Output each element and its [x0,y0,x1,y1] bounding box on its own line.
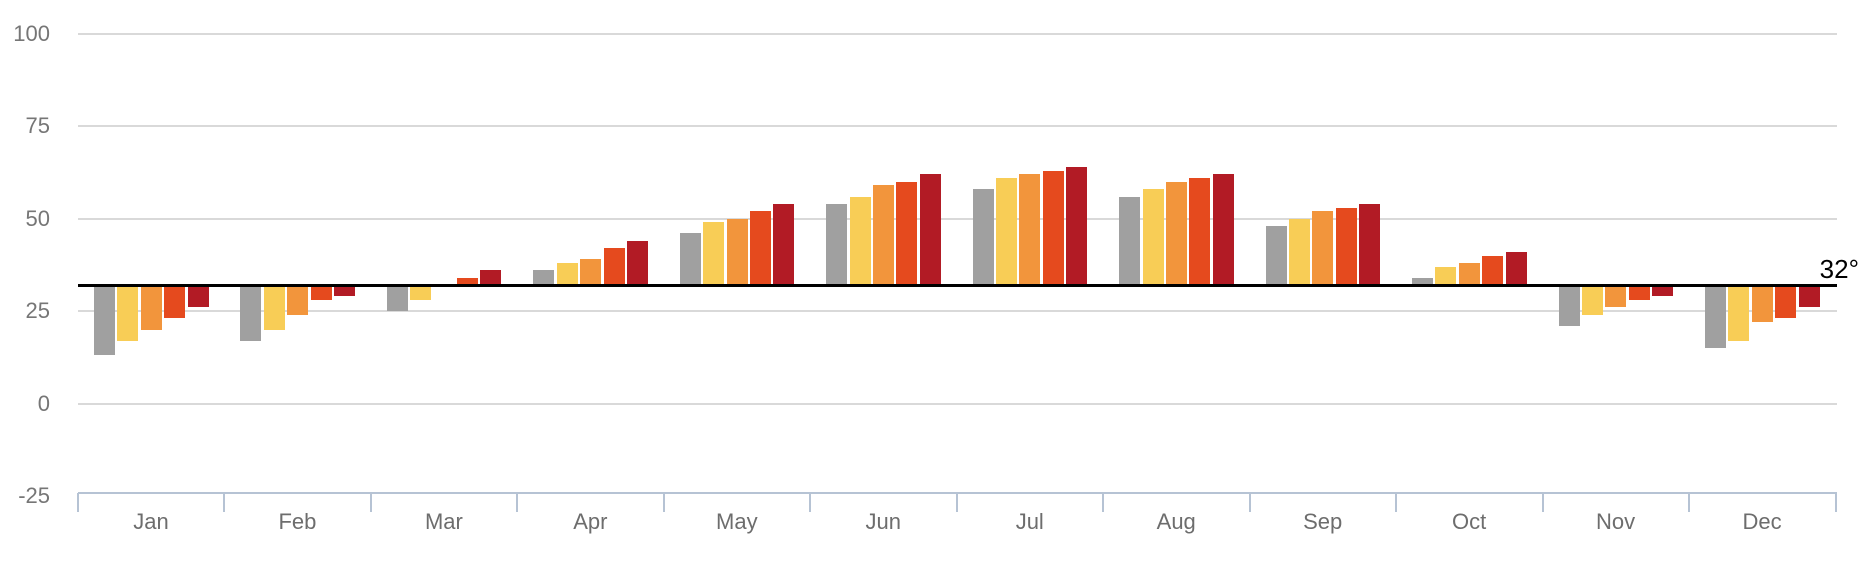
bar-jan-series-1-gray [93,285,115,356]
bar-jul-series-2-yellow [996,178,1018,286]
bar-feb-series-4-red [310,285,332,300]
bar-oct-series-2-yellow [1435,266,1457,286]
bar-dec-series-4-red [1775,285,1797,319]
x-axis-tick-9 [1395,493,1398,512]
x-axis-tick-2 [369,493,372,512]
bar-nov-series-2-yellow [1581,285,1603,315]
bar-sep-series-2-yellow [1289,218,1310,286]
x-axis-label-dec: Dec [1742,509,1782,534]
bar-dec-series-1-gray [1704,285,1726,349]
freezing-reference-line-32 [78,283,1837,287]
bar-jan-series-2-yellow [117,285,139,341]
bar-feb-series-2-yellow [263,285,285,330]
y-axis-label-75: 75 [25,113,50,139]
bar-may-series-5-dark-red [773,203,795,286]
bar-feb-series-1-gray [240,285,262,341]
bar-nov-series-5-dark-red [1652,285,1674,297]
bar-may-series-2-yellow [703,222,725,286]
bar-may-series-3-orange [726,218,748,286]
bar-aug-series-1-gray [1119,196,1141,286]
x-axis-label-apr: Apr [573,509,608,534]
bar-aug-series-5-dark-red [1212,174,1234,286]
bar-aug-series-2-yellow [1142,189,1164,286]
bar-oct-series-1-gray [1412,277,1434,286]
bar-sep-series-4-red [1335,207,1357,286]
bar-sep-series-5-dark-red [1359,203,1381,286]
freezing-line-label: 32° [1819,254,1859,285]
y-axis-label-100: 100 [13,20,50,46]
y-axis-label-50: 50 [25,205,50,231]
bar-jul-series-5-dark-red [1066,166,1088,286]
gridline-25 [78,310,1837,313]
x-axis-tick-12 [1834,493,1837,512]
bar-may-series-1-gray [679,233,701,286]
x-axis-tick-10 [1541,493,1544,512]
x-axis-label-jun: Jun [865,509,902,534]
x-axis-label-aug: Aug [1156,509,1196,534]
gridline-75 [78,125,1837,128]
bar-sep-series-3-orange [1312,211,1334,286]
bar-sep-series-1-gray [1265,226,1287,286]
bar-jul-series-3-orange [1019,174,1041,286]
x-axis-tick-7 [1102,493,1105,512]
bar-feb-series-3-orange [287,285,309,315]
x-axis-tick-11 [1688,493,1691,512]
x-axis-label-may: May [716,509,758,534]
bar-apr-series-2-yellow [556,263,578,286]
gridline-0 [78,402,1837,405]
bar-dec-series-5-dark-red [1798,285,1820,308]
x-axis-tick-8 [1248,493,1251,512]
bar-may-series-4-red [749,211,771,286]
x-axis-tick-0 [77,493,79,512]
bar-jun-series-1-gray [826,203,848,286]
x-axis-label-nov: Nov [1596,509,1636,534]
bar-oct-series-5-dark-red [1505,251,1527,286]
bar-feb-series-5-dark-red [333,285,355,297]
bar-jan-series-4-red [164,285,186,319]
x-axis-tick-1 [223,493,226,512]
y-axis-label-25: 25 [25,298,50,324]
bar-nov-series-3-orange [1605,285,1627,308]
x-axis-tick-6 [955,493,958,512]
bar-jan-series-5-dark-red [187,285,209,308]
bar-apr-series-4-red [603,248,625,286]
x-axis-label-mar: Mar [424,509,463,534]
bar-mar-series-4-red [457,277,479,286]
bar-apr-series-5-dark-red [626,240,648,286]
bar-aug-series-4-red [1189,178,1211,286]
bar-jul-series-4-red [1042,170,1064,286]
bar-mar-series-5-dark-red [480,270,502,286]
bar-jun-series-2-yellow [849,196,871,286]
x-axis-label-jan: Jan [133,509,169,534]
x-axis-tick-4 [662,493,665,512]
bar-aug-series-3-orange [1165,181,1187,286]
x-axis-label-jul: Jul [1015,509,1044,534]
x-axis-label-sep: Sep [1303,509,1343,534]
gridline-100 [78,32,1837,35]
y-axis-label-0: 0 [37,390,50,416]
gridline-50 [78,217,1837,220]
bar-apr-series-3-orange [580,259,602,286]
x-axis-label-feb: Feb [278,509,317,534]
x-axis-label-oct: Oct [1452,509,1487,534]
bar-oct-series-3-orange [1458,263,1480,286]
x-axis-tick-5 [809,493,812,512]
y-axis-label--25: -25 [18,482,50,508]
bar-mar-series-1-gray [386,285,408,312]
bar-jun-series-3-orange [873,185,895,286]
bar-dec-series-2-yellow [1728,285,1750,341]
bar-jun-series-5-dark-red [919,174,941,286]
bar-mar-series-2-yellow [410,285,432,300]
bar-nov-series-1-gray [1558,285,1580,326]
x-axis-tick-3 [516,493,519,512]
bar-jan-series-3-orange [140,285,162,330]
bar-oct-series-4-red [1482,255,1504,286]
bar-apr-series-1-gray [533,270,555,286]
bar-jun-series-4-red [896,181,918,286]
bar-dec-series-3-orange [1751,285,1773,323]
bar-jul-series-1-gray [972,189,994,286]
bar-nov-series-4-red [1628,285,1650,300]
